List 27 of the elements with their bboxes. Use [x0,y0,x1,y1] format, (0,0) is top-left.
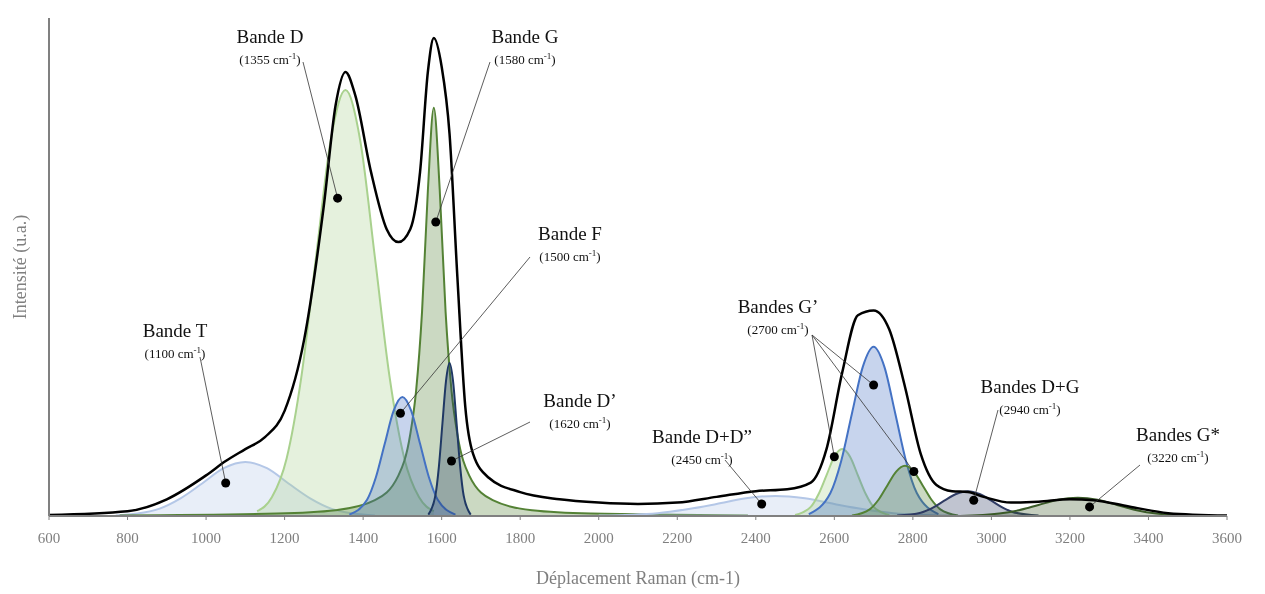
annotation: Bande G (1580 cm$^{-1}$) [491,26,559,67]
x-tick-label: 2000 [583,530,614,546]
x-axis-title: Déplacement Raman (cm-1) [536,568,740,589]
x-tick-label: 800 [116,530,139,546]
annotation: Bandes G’ (2700 cm$^{-1}$) [737,296,819,337]
x-tick-label: 3200 [1054,530,1085,546]
x-tick-label: 1600 [426,530,457,546]
x-tick-label: 3400 [1133,530,1164,546]
x-tick-label: 1000 [191,530,222,546]
annotation: Bande T (1100 cm$^{-1}$) [142,320,208,361]
annotation: Bande F (1500 cm$^{-1}$) [538,223,602,264]
annotation: Bandes G* (3220 cm$^{-1}$) [1136,424,1220,465]
y-axis-title: Intensité (u.a.) [10,214,31,320]
x-tick-label: 1200 [269,530,300,546]
annotation: Bande D (1355 cm$^{-1}$) [236,26,304,67]
annotation: Bande D’ (1620 cm$^{-1}$) [543,390,617,431]
x-tick-label: 3600 [1212,530,1242,546]
annotation: Bandes D+G (2940 cm$^{-1}$) [980,376,1080,417]
x-tick-label: 600 [37,530,61,546]
x-tick-label: 2800 [897,530,928,546]
x-tick-label: 2200 [662,530,693,546]
annotation: Bande D+D” (2450 cm$^{-1}$) [652,426,752,467]
x-tick-label: 1400 [348,530,379,546]
x-tick-label: 2400 [740,530,771,546]
x-tick-label: 2600 [819,530,850,546]
x-tick-label: 3000 [976,530,1007,546]
x-tick-label: 1800 [505,530,536,546]
